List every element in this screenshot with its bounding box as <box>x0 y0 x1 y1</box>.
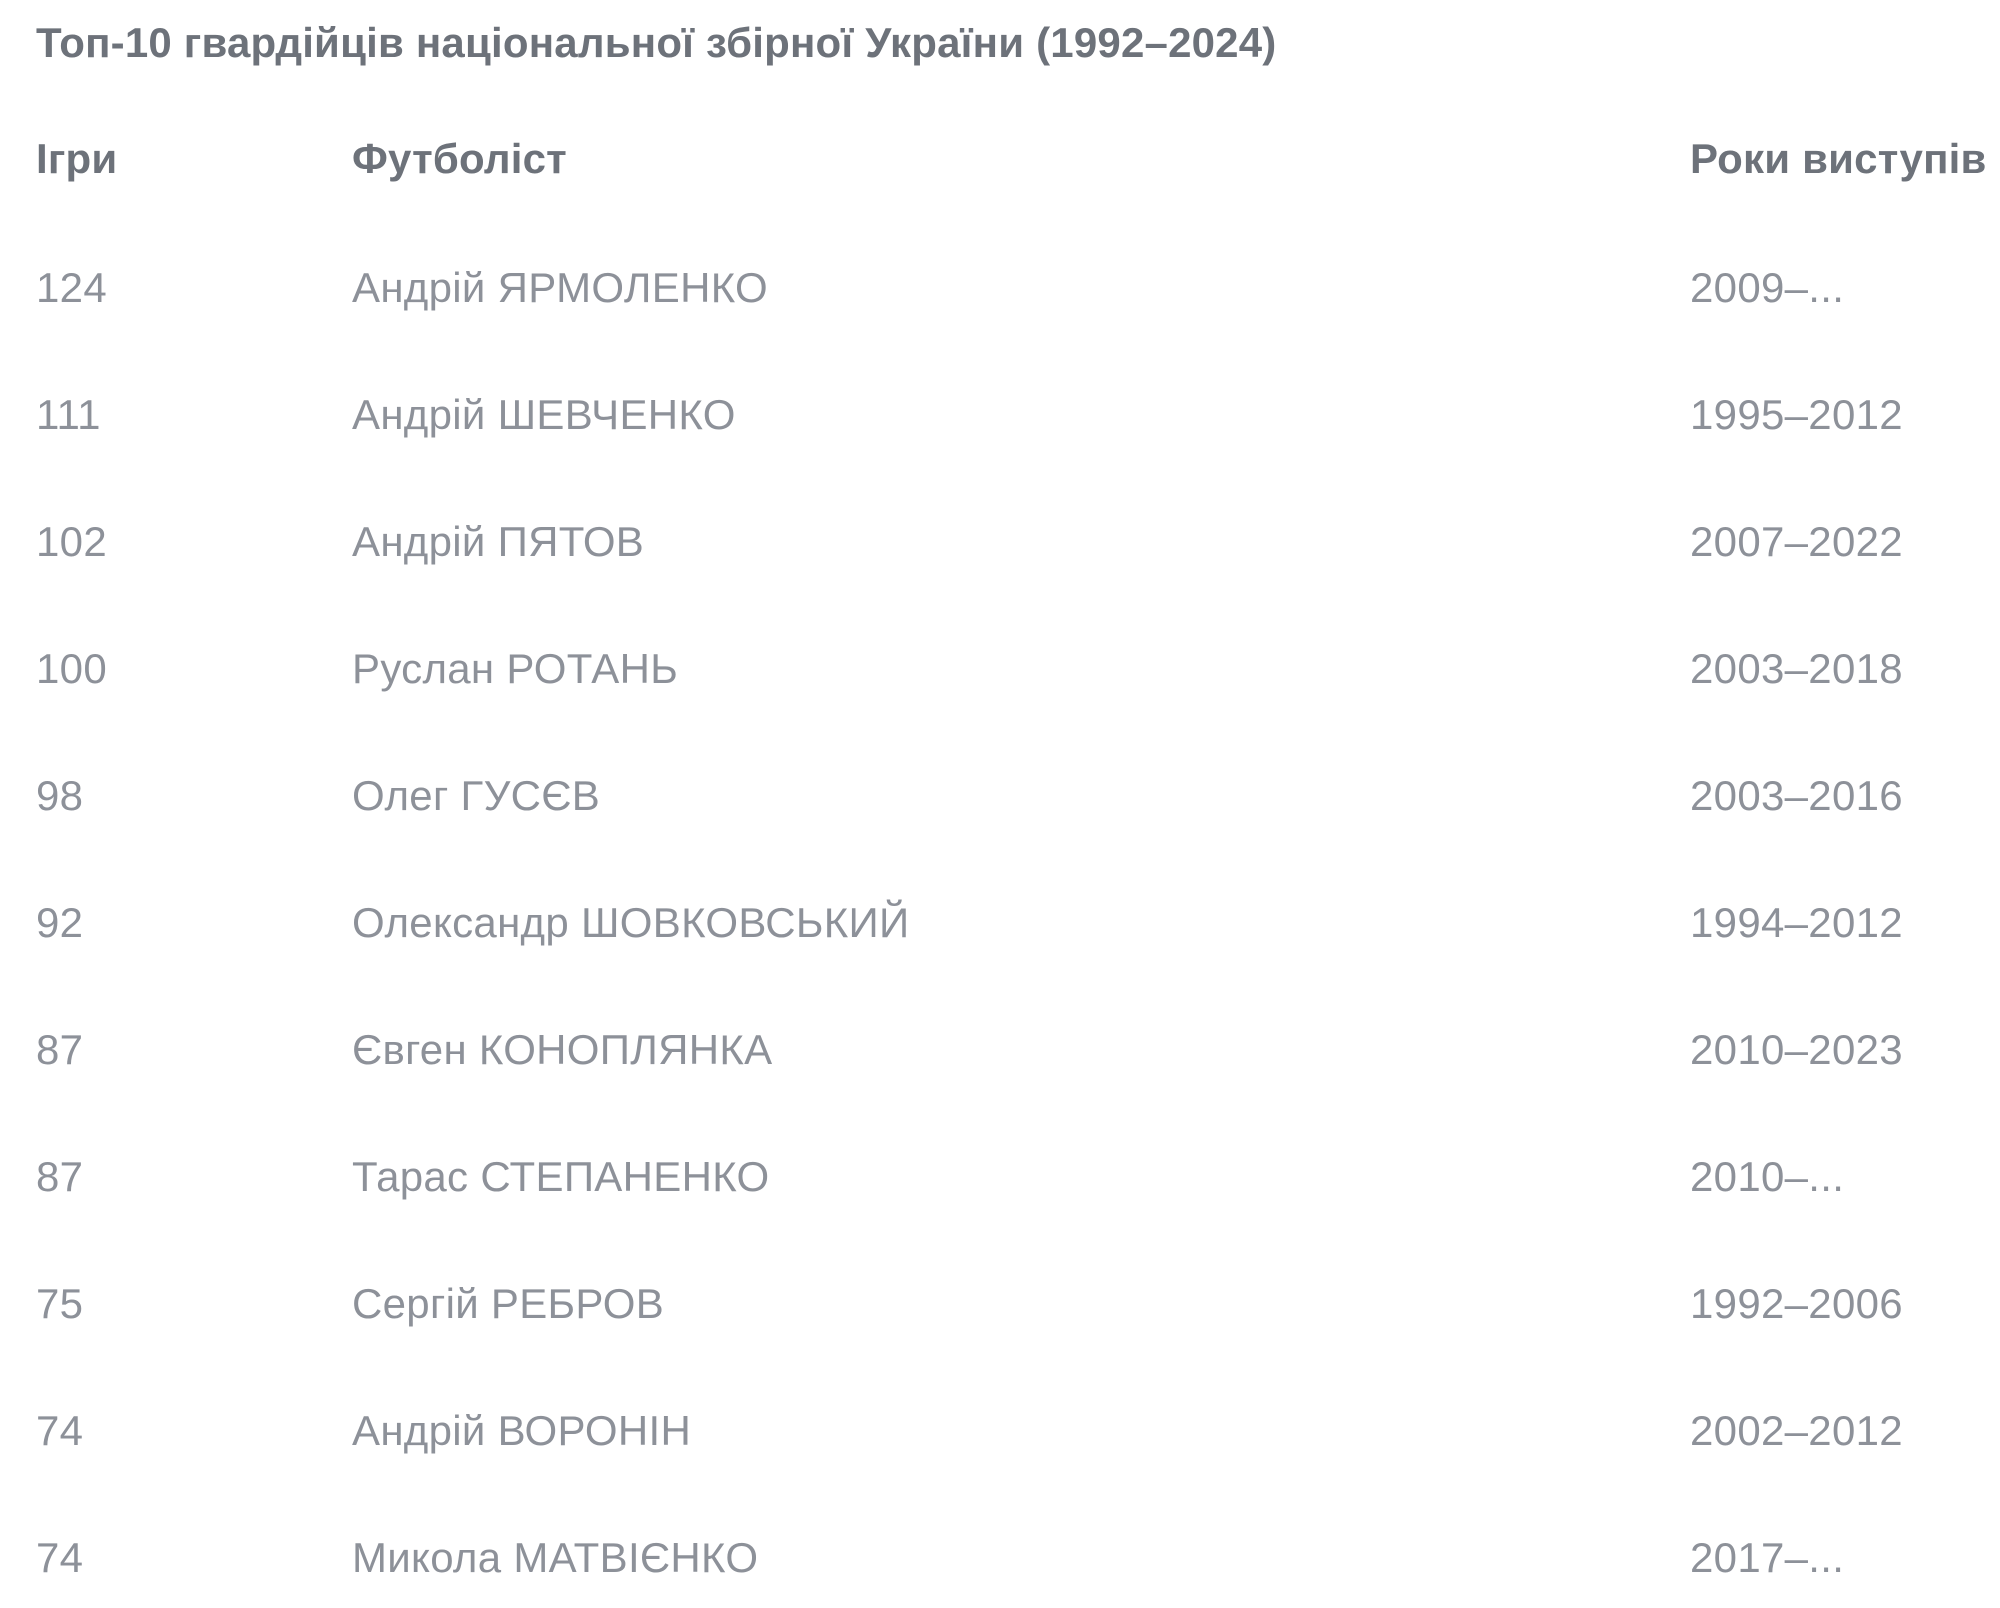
player-cell: Олег ГУСЄВ <box>352 771 601 819</box>
table-row: 75 Сергій РЕБРОВ 1992–2006 <box>36 1240 1970 1367</box>
player-cell: Микола МАТВІЄНКО <box>352 1533 759 1581</box>
table-row: 74 Микола МАТВІЄНКО 2017–... <box>36 1494 1970 1608</box>
years-cell: 2010–... <box>1690 1152 1845 1200</box>
table-row: 111 Андрій ШЕВЧЕНКО 1995–2012 <box>36 351 1970 478</box>
years-cell: 2010–2023 <box>1690 1025 1903 1073</box>
table-row: 124 Андрій ЯРМОЛЕНКО 2009–... <box>36 224 1970 351</box>
years-cell: 2017–... <box>1690 1533 1845 1581</box>
games-cell: 74 <box>36 1533 84 1581</box>
col-header-years: Роки виступів <box>1690 135 1987 182</box>
player-cell: Олександр ШОВКОВСЬКИЙ <box>352 898 910 946</box>
col-header-player: Футболіст <box>352 135 567 182</box>
games-cell: 102 <box>36 517 107 565</box>
page-title: Топ-10 гвардійців національної збірної У… <box>36 19 1277 66</box>
games-cell: 98 <box>36 771 84 819</box>
player-cell: Андрій ВОРОНІН <box>352 1406 692 1454</box>
years-cell: 2009–... <box>1690 263 1845 311</box>
games-cell: 111 <box>36 390 101 438</box>
table-row: 98 Олег ГУСЄВ 2003–2016 <box>36 732 1970 859</box>
player-cell: Андрій ПЯТОВ <box>352 517 645 565</box>
years-cell: 2003–2016 <box>1690 771 1903 819</box>
player-cell: Євген КОНОПЛЯНКА <box>352 1025 773 1073</box>
games-cell: 100 <box>36 644 107 692</box>
games-cell: 124 <box>36 263 107 311</box>
years-cell: 2003–2018 <box>1690 644 1903 692</box>
games-cell: 75 <box>36 1279 84 1327</box>
player-cell: Андрій ШЕВЧЕНКО <box>352 390 736 438</box>
player-cell: Андрій ЯРМОЛЕНКО <box>352 263 768 311</box>
years-cell: 2002–2012 <box>1690 1406 1903 1454</box>
table-row: 87 Тарас СТЕПАНЕНКО 2010–... <box>36 1113 1970 1240</box>
games-cell: 87 <box>36 1025 84 1073</box>
games-cell: 92 <box>36 898 84 946</box>
table-row: 74 Андрій ВОРОНІН 2002–2012 <box>36 1367 1970 1494</box>
years-cell: 1992–2006 <box>1690 1279 1903 1327</box>
years-cell: 1994–2012 <box>1690 898 1903 946</box>
player-cell: Сергій РЕБРОВ <box>352 1279 665 1327</box>
years-cell: 2007–2022 <box>1690 517 1903 565</box>
player-cell: Тарас СТЕПАНЕНКО <box>352 1152 770 1200</box>
years-cell: 1995–2012 <box>1690 390 1903 438</box>
table-row: 87 Євген КОНОПЛЯНКА 2010–2023 <box>36 986 1970 1113</box>
games-cell: 74 <box>36 1406 84 1454</box>
games-cell: 87 <box>36 1152 84 1200</box>
player-cell: Руслан РОТАНЬ <box>352 644 679 692</box>
table-row: 102 Андрій ПЯТОВ 2007–2022 <box>36 478 1970 605</box>
players-table: Ігри Футболіст Роки виступів 124 Андрій … <box>36 94 1987 1608</box>
col-header-games: Ігри <box>36 135 118 182</box>
table-header-row: Ігри Футболіст Роки виступів <box>36 94 1987 224</box>
table-row: 92 Олександр ШОВКОВСЬКИЙ 1994–2012 <box>36 859 1970 986</box>
table-row: 100 Руслан РОТАНЬ 2003–2018 <box>36 605 1970 732</box>
